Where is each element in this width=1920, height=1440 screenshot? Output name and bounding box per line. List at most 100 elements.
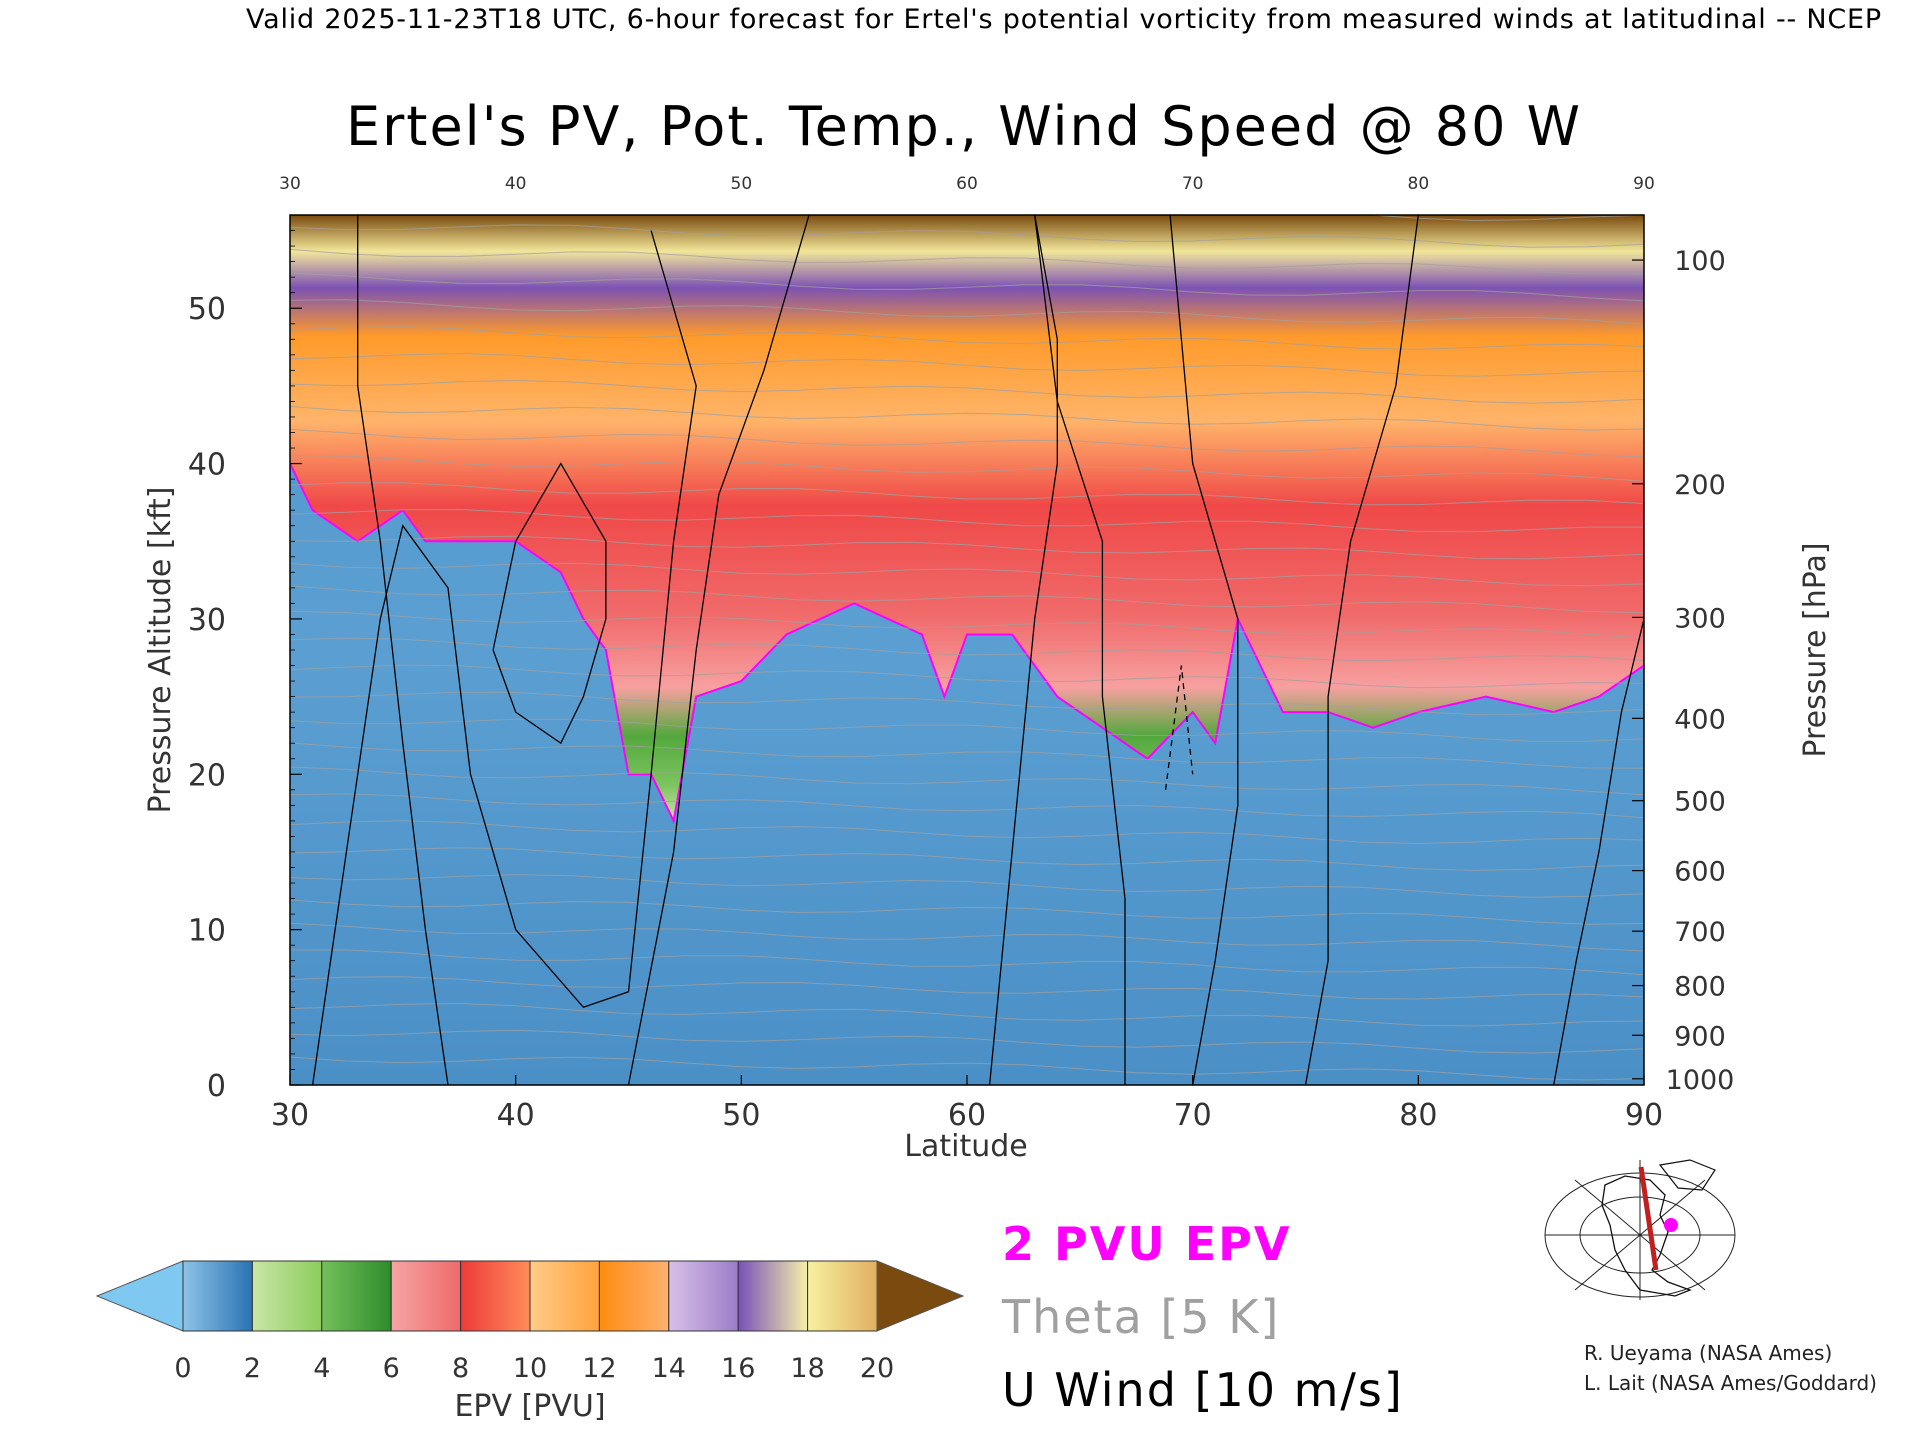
colorbar-band bbox=[668, 1260, 739, 1332]
continent-outline bbox=[1601, 1175, 1692, 1297]
colorbar-tick-label: 0 bbox=[174, 1353, 191, 1384]
theta-line bbox=[290, 482, 1644, 506]
colorbar-band bbox=[182, 1260, 253, 1332]
theta-line bbox=[290, 1056, 1644, 1081]
credit-line-2: L. Lait (NASA Ames/Goddard) bbox=[1584, 1371, 1877, 1395]
colorbar: 0 2 4 6 8 10 12 14 16 18 20 EPV [PVU] bbox=[95, 1260, 965, 1424]
colorbar-band bbox=[807, 1260, 878, 1332]
theta-line bbox=[290, 664, 1644, 689]
pv-2pvu-contour bbox=[290, 463, 1644, 825]
theta-line bbox=[290, 508, 1644, 533]
theta-line bbox=[290, 847, 1644, 871]
x-tick-label: 90 bbox=[1625, 1098, 1663, 1133]
x-top-tick-label: 30 bbox=[279, 174, 301, 194]
pressure-tick-label: 1000 bbox=[1666, 1065, 1735, 1096]
theta-line bbox=[290, 299, 1644, 325]
theta-line bbox=[290, 406, 1644, 431]
theta-line bbox=[290, 691, 1644, 716]
u-wind-line bbox=[1304, 215, 1419, 1085]
valid-line: Valid 2025-11-23T18 UTC, 6-hour forecast… bbox=[246, 4, 1882, 35]
plot-area: 30 40 50 60 70 80 90 30 40 50 60 70 80 90 0 10 20 30 40 5… bbox=[188, 174, 1735, 1133]
colorbar-band bbox=[251, 1260, 323, 1332]
theta-line bbox=[290, 1002, 1644, 1027]
pressure-tick-label: 600 bbox=[1674, 857, 1726, 888]
colorbar-tick-label: 16 bbox=[721, 1353, 755, 1384]
y-axis-left-label: Pressure Altitude [kft] bbox=[143, 487, 178, 814]
theta-line bbox=[290, 1029, 1644, 1054]
u-wind-line bbox=[627, 215, 810, 1085]
y-axis-left: 0 10 20 30 40 50 bbox=[188, 230, 302, 1104]
y-tick-label: 10 bbox=[188, 914, 226, 949]
x-tick-label: 70 bbox=[1174, 1098, 1212, 1133]
pressure-tick-label: 700 bbox=[1674, 917, 1726, 948]
credit-line-1: R. Ueyama (NASA Ames) bbox=[1584, 1341, 1832, 1365]
x-top-tick-label: 90 bbox=[1633, 174, 1655, 194]
x-top-tick-label: 70 bbox=[1182, 174, 1204, 194]
theta-line bbox=[290, 562, 1644, 587]
u-wind-line bbox=[988, 215, 1058, 1085]
theta-line bbox=[290, 922, 1644, 952]
colorbar-tick-label: 10 bbox=[513, 1353, 547, 1384]
u-wind-line bbox=[1553, 618, 1644, 1085]
y-tick-label: 0 bbox=[207, 1069, 226, 1104]
stratosphere-fill bbox=[290, 215, 1644, 821]
x-axis-top: 30 40 50 60 70 80 90 bbox=[279, 174, 1655, 194]
colorbar-band bbox=[460, 1260, 531, 1332]
u-wind-line bbox=[311, 230, 697, 1085]
theta-line bbox=[290, 272, 1644, 302]
theta-line bbox=[290, 610, 1644, 639]
x-top-tick-label: 80 bbox=[1408, 174, 1430, 194]
legend-wind: U Wind [10 m/s] bbox=[1002, 1363, 1404, 1417]
x-tick-label: 40 bbox=[497, 1098, 535, 1133]
colorbar-band bbox=[390, 1260, 462, 1332]
theta-line bbox=[290, 455, 1644, 482]
y-axis-right: 100 200 300 400 500 600 700 800 900 1000 bbox=[1632, 246, 1734, 1096]
colorbar-band bbox=[598, 1260, 670, 1332]
chart-title: Ertel's PV, Pot. Temp., Wind Speed @ 80 … bbox=[346, 95, 1582, 158]
colorbar-tick-label: 12 bbox=[582, 1353, 616, 1384]
y-axis-right-label: Pressure [hPa] bbox=[1798, 542, 1833, 757]
location-marker bbox=[1664, 1218, 1678, 1232]
theta-line bbox=[290, 874, 1644, 898]
u-wind-line bbox=[1034, 215, 1126, 1085]
theta-line bbox=[290, 949, 1644, 976]
colorbar-band bbox=[321, 1260, 392, 1332]
pressure-tick-label: 200 bbox=[1674, 470, 1726, 501]
legend-pv-contour: 2 PVU EPV bbox=[1002, 1217, 1291, 1271]
theta-line bbox=[290, 379, 1644, 404]
u-wind-line bbox=[1169, 215, 1239, 1085]
colorbar-band bbox=[529, 1260, 600, 1332]
pressure-tick-label: 500 bbox=[1674, 787, 1726, 818]
theta-line bbox=[290, 766, 1644, 796]
theta-line bbox=[290, 820, 1644, 845]
pressure-tick-label: 300 bbox=[1674, 603, 1726, 634]
theta-line bbox=[290, 585, 1644, 614]
theta-line bbox=[290, 793, 1644, 819]
x-top-tick-label: 60 bbox=[956, 174, 978, 194]
colorbar-band bbox=[737, 1260, 809, 1332]
y-tick-label: 30 bbox=[188, 603, 226, 638]
pressure-tick-label: 100 bbox=[1674, 246, 1726, 277]
colorbar-tick-label: 14 bbox=[652, 1353, 686, 1384]
theta-line bbox=[290, 535, 1644, 560]
theta-line bbox=[290, 899, 1644, 925]
inset-map bbox=[1542, 1152, 1738, 1302]
theta-line bbox=[290, 224, 1644, 248]
x-axis-bottom: 30 40 50 60 70 80 90 bbox=[271, 1075, 1663, 1133]
x-tick-label: 60 bbox=[948, 1098, 986, 1133]
x-tick-label: 30 bbox=[271, 1098, 309, 1133]
x-top-tick-label: 40 bbox=[505, 174, 527, 194]
cross-section-line bbox=[1638, 1166, 1659, 1271]
colorbar-tick-label: 18 bbox=[790, 1353, 824, 1384]
y-tick-label: 40 bbox=[188, 448, 226, 483]
theta-line bbox=[290, 742, 1644, 769]
theta-line bbox=[290, 326, 1644, 350]
x-tick-label: 50 bbox=[722, 1098, 760, 1133]
y-tick-label: 50 bbox=[188, 292, 226, 327]
theta-line bbox=[290, 637, 1644, 662]
legend: 2 PVU EPV Theta [5 K] U Wind [10 m/s] bbox=[1001, 1217, 1404, 1417]
colorbar-tick-label: 4 bbox=[313, 1353, 330, 1384]
colorbar-under-arrow bbox=[95, 1260, 184, 1332]
u-wind-contours bbox=[311, 215, 1644, 1085]
